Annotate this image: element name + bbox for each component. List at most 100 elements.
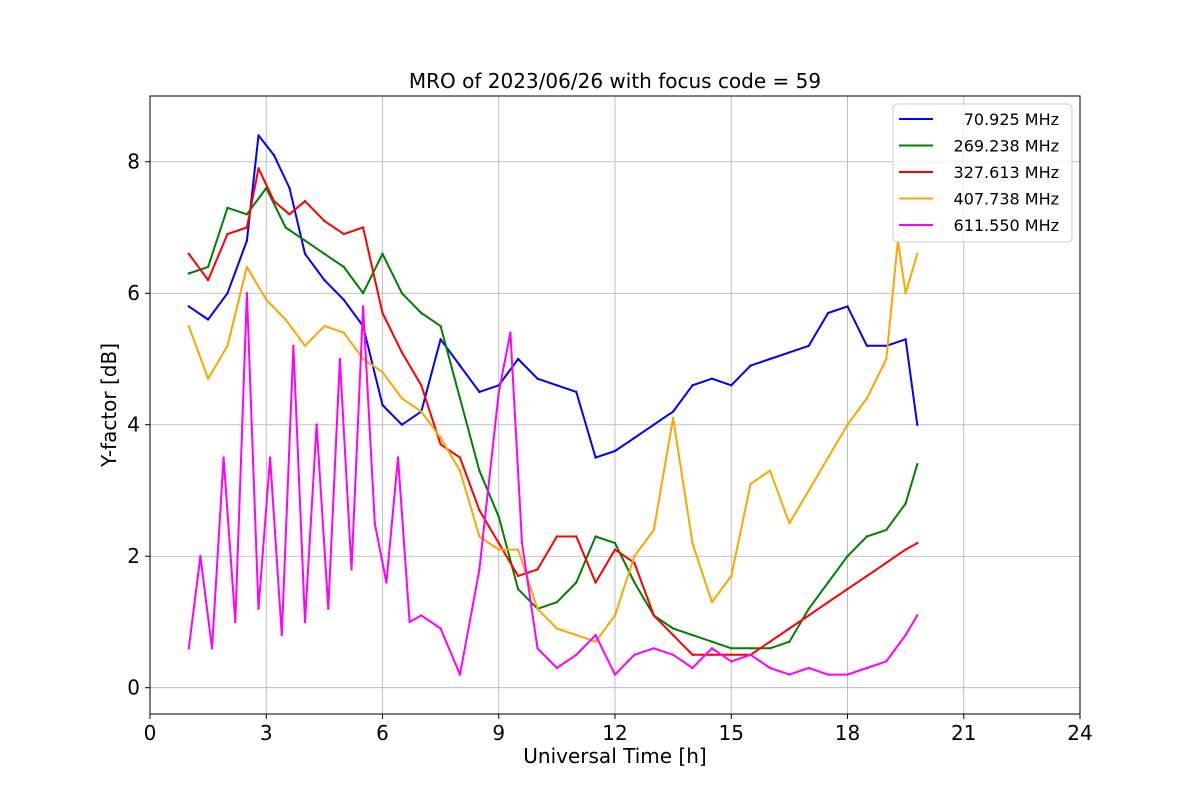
series-point-3 <box>323 324 326 328</box>
legend: 70.925 MHz 269.238 MHz 327.613 MHz 407.738 … <box>892 103 1073 243</box>
series-point-0 <box>342 298 345 301</box>
series-point-2 <box>885 561 888 564</box>
series-line-2 <box>187 167 918 656</box>
series-point-3 <box>904 292 907 295</box>
series-point-2 <box>807 614 810 617</box>
series-point-0 <box>257 134 260 137</box>
series-point-3 <box>652 528 655 532</box>
series-point-4 <box>396 456 400 459</box>
series-point-3 <box>671 416 675 420</box>
series-point-0 <box>652 423 655 426</box>
series-point-2 <box>846 587 849 591</box>
series-point-4 <box>327 607 330 610</box>
legend-label-2: 327.613 MHz <box>954 163 1059 182</box>
series-point-0 <box>768 357 772 361</box>
series-line-3 <box>187 239 919 643</box>
series-point-3 <box>439 436 442 440</box>
series-point-4 <box>768 666 772 670</box>
series-point-0 <box>633 436 636 440</box>
series-point-2 <box>652 614 655 617</box>
series-point-3 <box>865 397 869 400</box>
series-point-1 <box>594 535 597 538</box>
series-point-4 <box>904 633 907 637</box>
series-point-1 <box>885 528 888 532</box>
x-tick-label: 21 <box>951 721 976 745</box>
series-point-4 <box>245 292 249 295</box>
series-point-1 <box>206 265 210 269</box>
series-point-1 <box>245 213 249 216</box>
series-point-0 <box>288 186 291 190</box>
series-point-2 <box>826 601 830 604</box>
series-point-4 <box>187 647 190 650</box>
series-point-0 <box>439 338 442 341</box>
series-point-1 <box>865 535 869 538</box>
series-line-4 <box>187 292 919 676</box>
series-point-2 <box>226 232 229 236</box>
series-point-4 <box>280 633 283 637</box>
series-point-4 <box>788 673 791 676</box>
series-point-4 <box>594 633 597 637</box>
series-point-4 <box>315 423 318 426</box>
series-point-0 <box>613 449 617 453</box>
series-point-0 <box>730 384 733 387</box>
series-point-1 <box>361 292 365 295</box>
series-point-3 <box>846 423 849 426</box>
series-point-2 <box>439 443 442 446</box>
series-point-1 <box>730 647 733 650</box>
series-point-1 <box>916 463 919 466</box>
series-point-3 <box>807 489 810 492</box>
series-point-4 <box>613 673 617 676</box>
series-point-3 <box>916 252 919 255</box>
series-point-2 <box>206 278 210 282</box>
series-point-0 <box>691 384 694 387</box>
series-point-1 <box>400 292 404 295</box>
series-point-3 <box>826 456 830 459</box>
series-point-2 <box>245 226 249 229</box>
series-point-0 <box>187 305 190 308</box>
series-point-3 <box>710 601 714 604</box>
series-layer <box>187 134 919 676</box>
series-point-0 <box>826 311 830 315</box>
series-point-4 <box>846 673 849 676</box>
series-point-2 <box>916 541 919 545</box>
series-point-2 <box>187 252 190 255</box>
series-point-4 <box>865 666 869 670</box>
series-point-3 <box>885 357 888 361</box>
series-point-0 <box>807 344 810 347</box>
series-point-1 <box>613 541 617 545</box>
series-point-4 <box>361 305 365 308</box>
series-point-2 <box>594 581 597 584</box>
series-point-1 <box>323 252 326 255</box>
series-point-1 <box>788 640 791 643</box>
y-tick-label: 4 <box>127 413 140 437</box>
series-point-0 <box>458 364 462 367</box>
series-point-3 <box>206 377 210 380</box>
series-point-0 <box>555 384 559 387</box>
series-point-2 <box>536 568 539 571</box>
series-point-4 <box>520 541 524 545</box>
series-point-2 <box>323 219 326 223</box>
series-point-3 <box>516 548 520 551</box>
series-point-2 <box>555 535 559 538</box>
series-point-3 <box>303 344 307 347</box>
series-point-1 <box>633 581 636 584</box>
series-point-1 <box>555 601 559 604</box>
series-point-1 <box>381 252 384 255</box>
series-point-1 <box>691 633 694 637</box>
series-point-3 <box>226 344 229 347</box>
y-axis-label: Y-factor [dB] <box>97 343 121 468</box>
series-point-3 <box>478 535 481 538</box>
series-point-4 <box>575 653 578 656</box>
series-point-4 <box>710 647 714 650</box>
series-point-4 <box>373 522 376 525</box>
series-point-2 <box>633 561 636 564</box>
series-point-4 <box>885 660 888 663</box>
series-point-4 <box>671 653 675 656</box>
series-point-1 <box>807 607 810 610</box>
series-point-1 <box>768 647 772 650</box>
series-point-3 <box>245 265 249 269</box>
series-point-4 <box>257 607 260 610</box>
series-point-0 <box>846 305 849 308</box>
series-point-4 <box>420 614 423 617</box>
series-point-4 <box>691 666 694 670</box>
